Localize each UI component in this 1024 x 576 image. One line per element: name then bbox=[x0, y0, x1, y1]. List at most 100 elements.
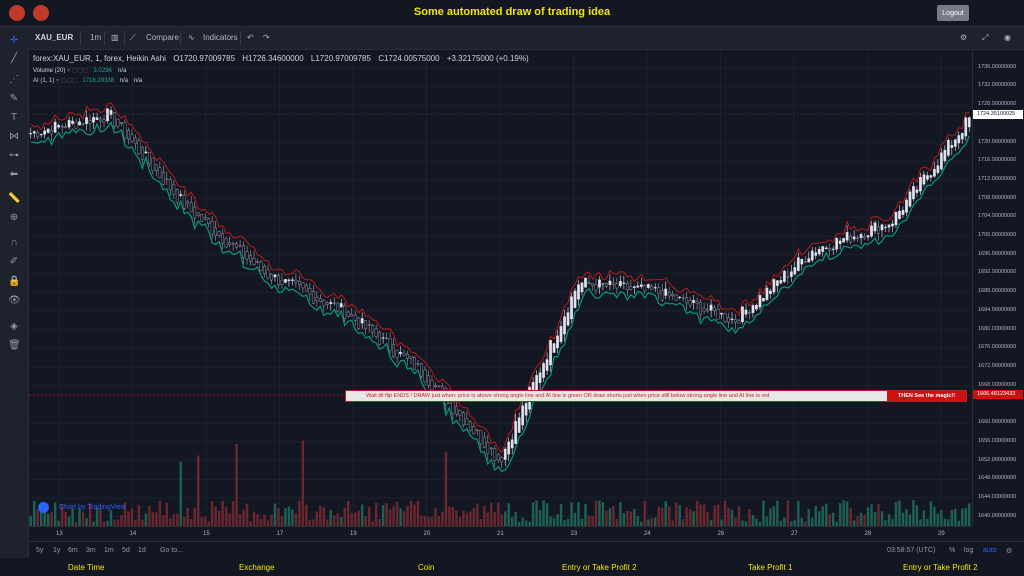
candle-body bbox=[182, 194, 186, 209]
volume-bar bbox=[196, 455, 200, 526]
volume-bar bbox=[531, 502, 535, 526]
scale-settings-icon[interactable]: ⚙ bbox=[1006, 548, 1013, 555]
volume-bar bbox=[786, 500, 790, 526]
volume-bar bbox=[954, 509, 957, 526]
candle-body bbox=[831, 248, 835, 250]
redo-icon[interactable]: ↷ bbox=[263, 33, 270, 42]
candle-body bbox=[535, 375, 539, 391]
percent-toggle[interactable]: % bbox=[949, 547, 956, 554]
logout-button[interactable]: Logout bbox=[937, 5, 969, 21]
magnet-icon[interactable]: ∩ bbox=[10, 237, 18, 248]
fib-icon[interactable]: ⋰ bbox=[9, 74, 19, 85]
ai-legend[interactable]: AI (1, 1) ▾ ▢▢▢ 1718.29338 n/a n/a bbox=[33, 77, 142, 84]
legend-open: O1720.97009785 bbox=[173, 54, 236, 63]
volume-bar bbox=[57, 520, 60, 526]
text-icon[interactable]: T bbox=[10, 112, 18, 123]
candle-body bbox=[500, 457, 504, 463]
volume-bar bbox=[528, 521, 531, 526]
range-6m[interactable]: 6m bbox=[68, 547, 78, 554]
volume-bar bbox=[852, 520, 856, 526]
volume-bar bbox=[594, 500, 598, 526]
goto-button[interactable]: Go to... bbox=[160, 547, 183, 554]
fullscreen-icon[interactable]: ⤢ bbox=[982, 33, 989, 42]
volume-bar bbox=[622, 513, 626, 526]
range-1m[interactable]: 1m bbox=[104, 547, 114, 554]
candle-body bbox=[796, 257, 800, 271]
candle-body bbox=[468, 421, 472, 431]
candle-body bbox=[552, 343, 556, 353]
candle-body bbox=[866, 235, 870, 238]
volume-bar bbox=[800, 518, 804, 526]
indicators-button[interactable]: Indicators bbox=[203, 33, 238, 42]
price-scale[interactable] bbox=[972, 49, 1024, 526]
volume-bar bbox=[605, 510, 608, 526]
time-axis[interactable] bbox=[29, 526, 971, 541]
candle-body bbox=[249, 255, 252, 262]
candle-body bbox=[639, 284, 643, 287]
candle-body bbox=[165, 178, 169, 180]
stay-drawing-icon[interactable]: ✐ bbox=[9, 256, 19, 267]
study-controls-icon[interactable]: ▾ ▢▢▢ bbox=[56, 78, 78, 84]
candle-body bbox=[287, 279, 291, 282]
crosshair-icon[interactable]: ✛ bbox=[9, 35, 19, 46]
range-1d[interactable]: 1d bbox=[138, 547, 146, 554]
zoom-in-icon[interactable]: ⊕ bbox=[9, 212, 19, 223]
settings-icon[interactable]: ⚙ bbox=[960, 33, 968, 42]
volume-bar bbox=[301, 440, 305, 526]
volume-legend[interactable]: Volume (20) ▾ ▢▢▢ 3.029K n/a bbox=[33, 67, 126, 74]
volume-bar bbox=[790, 521, 793, 526]
back-arrow-icon[interactable]: ⬅ bbox=[9, 169, 19, 180]
chart-type-icon[interactable]: ▥ bbox=[111, 33, 119, 42]
study-controls-icon[interactable]: ▾ ▢▢▢ bbox=[67, 68, 89, 74]
volume-bar bbox=[207, 521, 210, 526]
candle-body bbox=[437, 385, 441, 387]
log-toggle[interactable]: log bbox=[964, 547, 974, 554]
candle-body bbox=[608, 280, 612, 286]
undo-icon[interactable]: ↶ bbox=[247, 33, 254, 42]
compare-button[interactable]: Compare bbox=[146, 33, 179, 42]
candle-body bbox=[824, 247, 828, 250]
candle-body bbox=[168, 178, 172, 191]
time-tick-label: 14 bbox=[129, 531, 137, 537]
brush-icon[interactable]: ✎ bbox=[9, 93, 19, 104]
prediction-icon[interactable]: ⊶ bbox=[9, 150, 19, 161]
candle-body bbox=[950, 145, 954, 148]
volume-bar bbox=[580, 518, 584, 526]
trash-icon[interactable]: 🗑 bbox=[8, 340, 21, 351]
volume-bar bbox=[455, 510, 458, 526]
symbol-search[interactable]: XAU_EUR bbox=[35, 33, 74, 42]
price-chart[interactable] bbox=[29, 49, 971, 526]
screenshot-icon[interactable]: ◉ bbox=[1004, 33, 1011, 42]
candle-body bbox=[455, 406, 458, 415]
volume-bar bbox=[319, 505, 322, 526]
pattern-icon[interactable]: ⋈ bbox=[9, 131, 19, 142]
candle-body bbox=[702, 308, 706, 312]
candle-body bbox=[524, 403, 528, 416]
range-1y[interactable]: 1y bbox=[53, 547, 61, 554]
range-5y[interactable]: 5y bbox=[36, 547, 44, 554]
volume-bar bbox=[144, 513, 148, 526]
symbol-legend: forex:XAU_EUR, 1, forex, Heikin Ashi bbox=[33, 54, 166, 63]
candle-body bbox=[85, 117, 88, 125]
candle-body bbox=[601, 283, 605, 285]
candle-body bbox=[741, 306, 744, 323]
ruler-icon[interactable]: 📏 bbox=[8, 193, 21, 204]
interval-selector[interactable]: 1m bbox=[90, 33, 102, 42]
volume-bar bbox=[884, 520, 887, 526]
candle-body bbox=[681, 297, 685, 299]
volume-bar bbox=[831, 512, 835, 526]
volume-bar bbox=[699, 504, 702, 526]
candle-body bbox=[102, 119, 106, 123]
trendline-icon[interactable]: ╱ bbox=[10, 53, 18, 64]
eye-icon[interactable]: 👁 bbox=[8, 295, 21, 306]
range-5d[interactable]: 5d bbox=[122, 547, 130, 554]
range-3m[interactable]: 3m bbox=[86, 547, 96, 554]
candle-body bbox=[538, 372, 542, 383]
auto-toggle[interactable]: auto bbox=[983, 547, 997, 554]
layers-icon[interactable]: ◈ bbox=[10, 321, 18, 332]
ai-label: AI (1, 1) bbox=[33, 78, 55, 84]
volume-bar bbox=[141, 519, 144, 526]
tradingview-watermark[interactable]: Chart by TradingView bbox=[59, 504, 126, 511]
lock-icon[interactable]: 🔒 bbox=[8, 276, 21, 287]
volume-bar bbox=[811, 517, 814, 526]
